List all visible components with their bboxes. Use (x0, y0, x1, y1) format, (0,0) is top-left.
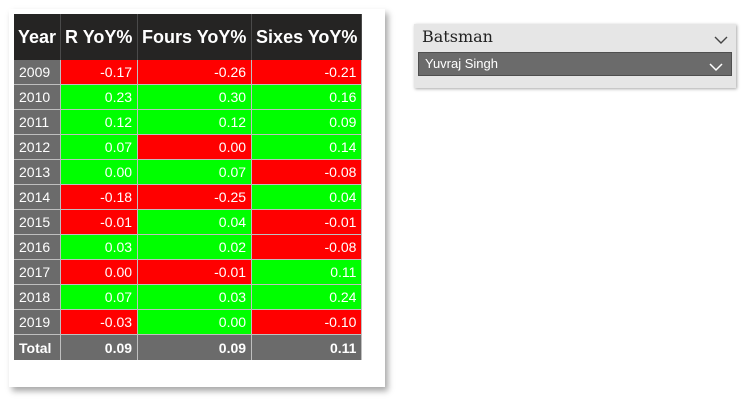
cell-r-yoy: -0.18 (60, 184, 139, 210)
table-total-row: Total 0.09 0.09 0.11 (14, 334, 363, 360)
cell-r-yoy: 0.00 (60, 259, 139, 285)
column-header-r-yoy[interactable]: R YoY% (60, 14, 139, 60)
cell-year: 2013 (14, 159, 62, 185)
yoy-table: Year R YoY% Fours YoY% Sixes YoY% 2009 -0… (14, 14, 363, 360)
table-row: 2011 0.12 0.12 0.09 (14, 109, 363, 135)
table-row: 2014 -0.18 -0.25 0.04 (14, 184, 363, 210)
cell-r-yoy: 0.12 (60, 109, 139, 135)
cell-fours-yoy: 0.00 (137, 134, 253, 160)
total-r-yoy: 0.09 (60, 334, 139, 360)
total-sixes-yoy: 0.11 (251, 334, 363, 360)
cell-sixes-yoy: 0.09 (251, 109, 363, 135)
cell-sixes-yoy: -0.01 (251, 209, 363, 235)
cell-year: 2011 (14, 109, 62, 135)
cell-r-yoy: 0.07 (60, 134, 139, 160)
cell-year: 2015 (14, 209, 62, 235)
cell-sixes-yoy: -0.08 (251, 234, 363, 260)
cell-sixes-yoy: 0.24 (251, 284, 363, 310)
yoy-table-visual: Year R YoY% Fours YoY% Sixes YoY% 2009 -0… (9, 9, 385, 387)
cell-r-yoy: 0.07 (60, 284, 139, 310)
cell-fours-yoy: -0.26 (137, 60, 253, 85)
table-row: 2012 0.07 0.00 0.14 (14, 134, 363, 160)
chevron-down-icon[interactable] (714, 32, 728, 44)
column-header-fours-yoy[interactable]: Fours YoY% (137, 14, 253, 60)
table-header-row: Year R YoY% Fours YoY% Sixes YoY% (14, 14, 363, 60)
table-row: 2019 -0.03 0.00 -0.10 (14, 309, 363, 335)
cell-year: 2017 (14, 259, 62, 285)
table-row: 2017 0.00 -0.01 0.11 (14, 259, 363, 285)
table-row: 2010 0.23 0.30 0.16 (14, 84, 363, 110)
cell-year: 2016 (14, 234, 62, 260)
cell-sixes-yoy: -0.10 (251, 309, 363, 335)
cell-r-yoy: -0.03 (60, 309, 139, 335)
cell-fours-yoy: 0.00 (137, 309, 253, 335)
cell-fours-yoy: 0.04 (137, 209, 253, 235)
cell-fours-yoy: -0.01 (137, 259, 253, 285)
cell-sixes-yoy: -0.08 (251, 159, 363, 185)
cell-sixes-yoy: 0.04 (251, 184, 363, 210)
column-header-sixes-yoy[interactable]: Sixes YoY% (251, 14, 363, 60)
table-row: 2015 -0.01 0.04 -0.01 (14, 209, 363, 235)
cell-fours-yoy: 0.02 (137, 234, 253, 260)
cell-r-yoy: 0.00 (60, 159, 139, 185)
selected-batsman: Yuvraj Singh (425, 56, 498, 71)
cell-fours-yoy: 0.03 (137, 284, 253, 310)
cell-r-yoy: -0.17 (60, 60, 139, 85)
cell-year: 2014 (14, 184, 62, 210)
cell-year: 2009 (14, 60, 62, 85)
cell-fours-yoy: 0.12 (137, 109, 253, 135)
cell-sixes-yoy: 0.14 (251, 134, 363, 160)
cell-year: 2019 (14, 309, 62, 335)
cell-year: 2010 (14, 84, 62, 110)
table-body: 2009 -0.17 -0.26 -0.21 2010 0.23 0.30 0.16 2011 0… (14, 60, 363, 335)
cell-sixes-yoy: -0.21 (251, 60, 363, 85)
table-row: 2013 0.00 0.07 -0.08 (14, 159, 363, 185)
column-header-year[interactable]: Year (14, 14, 62, 60)
cell-sixes-yoy: 0.11 (251, 259, 363, 285)
table-row: 2018 0.07 0.03 0.24 (14, 284, 363, 310)
batsman-dropdown[interactable]: Yuvraj Singh (418, 52, 732, 76)
cell-fours-yoy: 0.30 (137, 84, 253, 110)
batsman-slicer: Batsman Yuvraj Singh (414, 24, 736, 88)
cell-year: 2012 (14, 134, 62, 160)
cell-fours-yoy: -0.25 (137, 184, 253, 210)
cell-r-yoy: 0.23 (60, 84, 139, 110)
cell-r-yoy: -0.01 (60, 209, 139, 235)
cell-sixes-yoy: 0.16 (251, 84, 363, 110)
cell-fours-yoy: 0.07 (137, 159, 253, 185)
total-label: Total (14, 334, 62, 360)
table-row: 2016 0.03 0.02 -0.08 (14, 234, 363, 260)
slicer-title: Batsman (422, 27, 493, 46)
total-fours-yoy: 0.09 (137, 334, 253, 360)
slicer-header[interactable]: Batsman (414, 24, 736, 52)
cell-year: 2018 (14, 284, 62, 310)
cell-r-yoy: 0.03 (60, 234, 139, 260)
chevron-down-icon[interactable] (709, 59, 723, 72)
table-row: 2009 -0.17 -0.26 -0.21 (14, 60, 363, 85)
